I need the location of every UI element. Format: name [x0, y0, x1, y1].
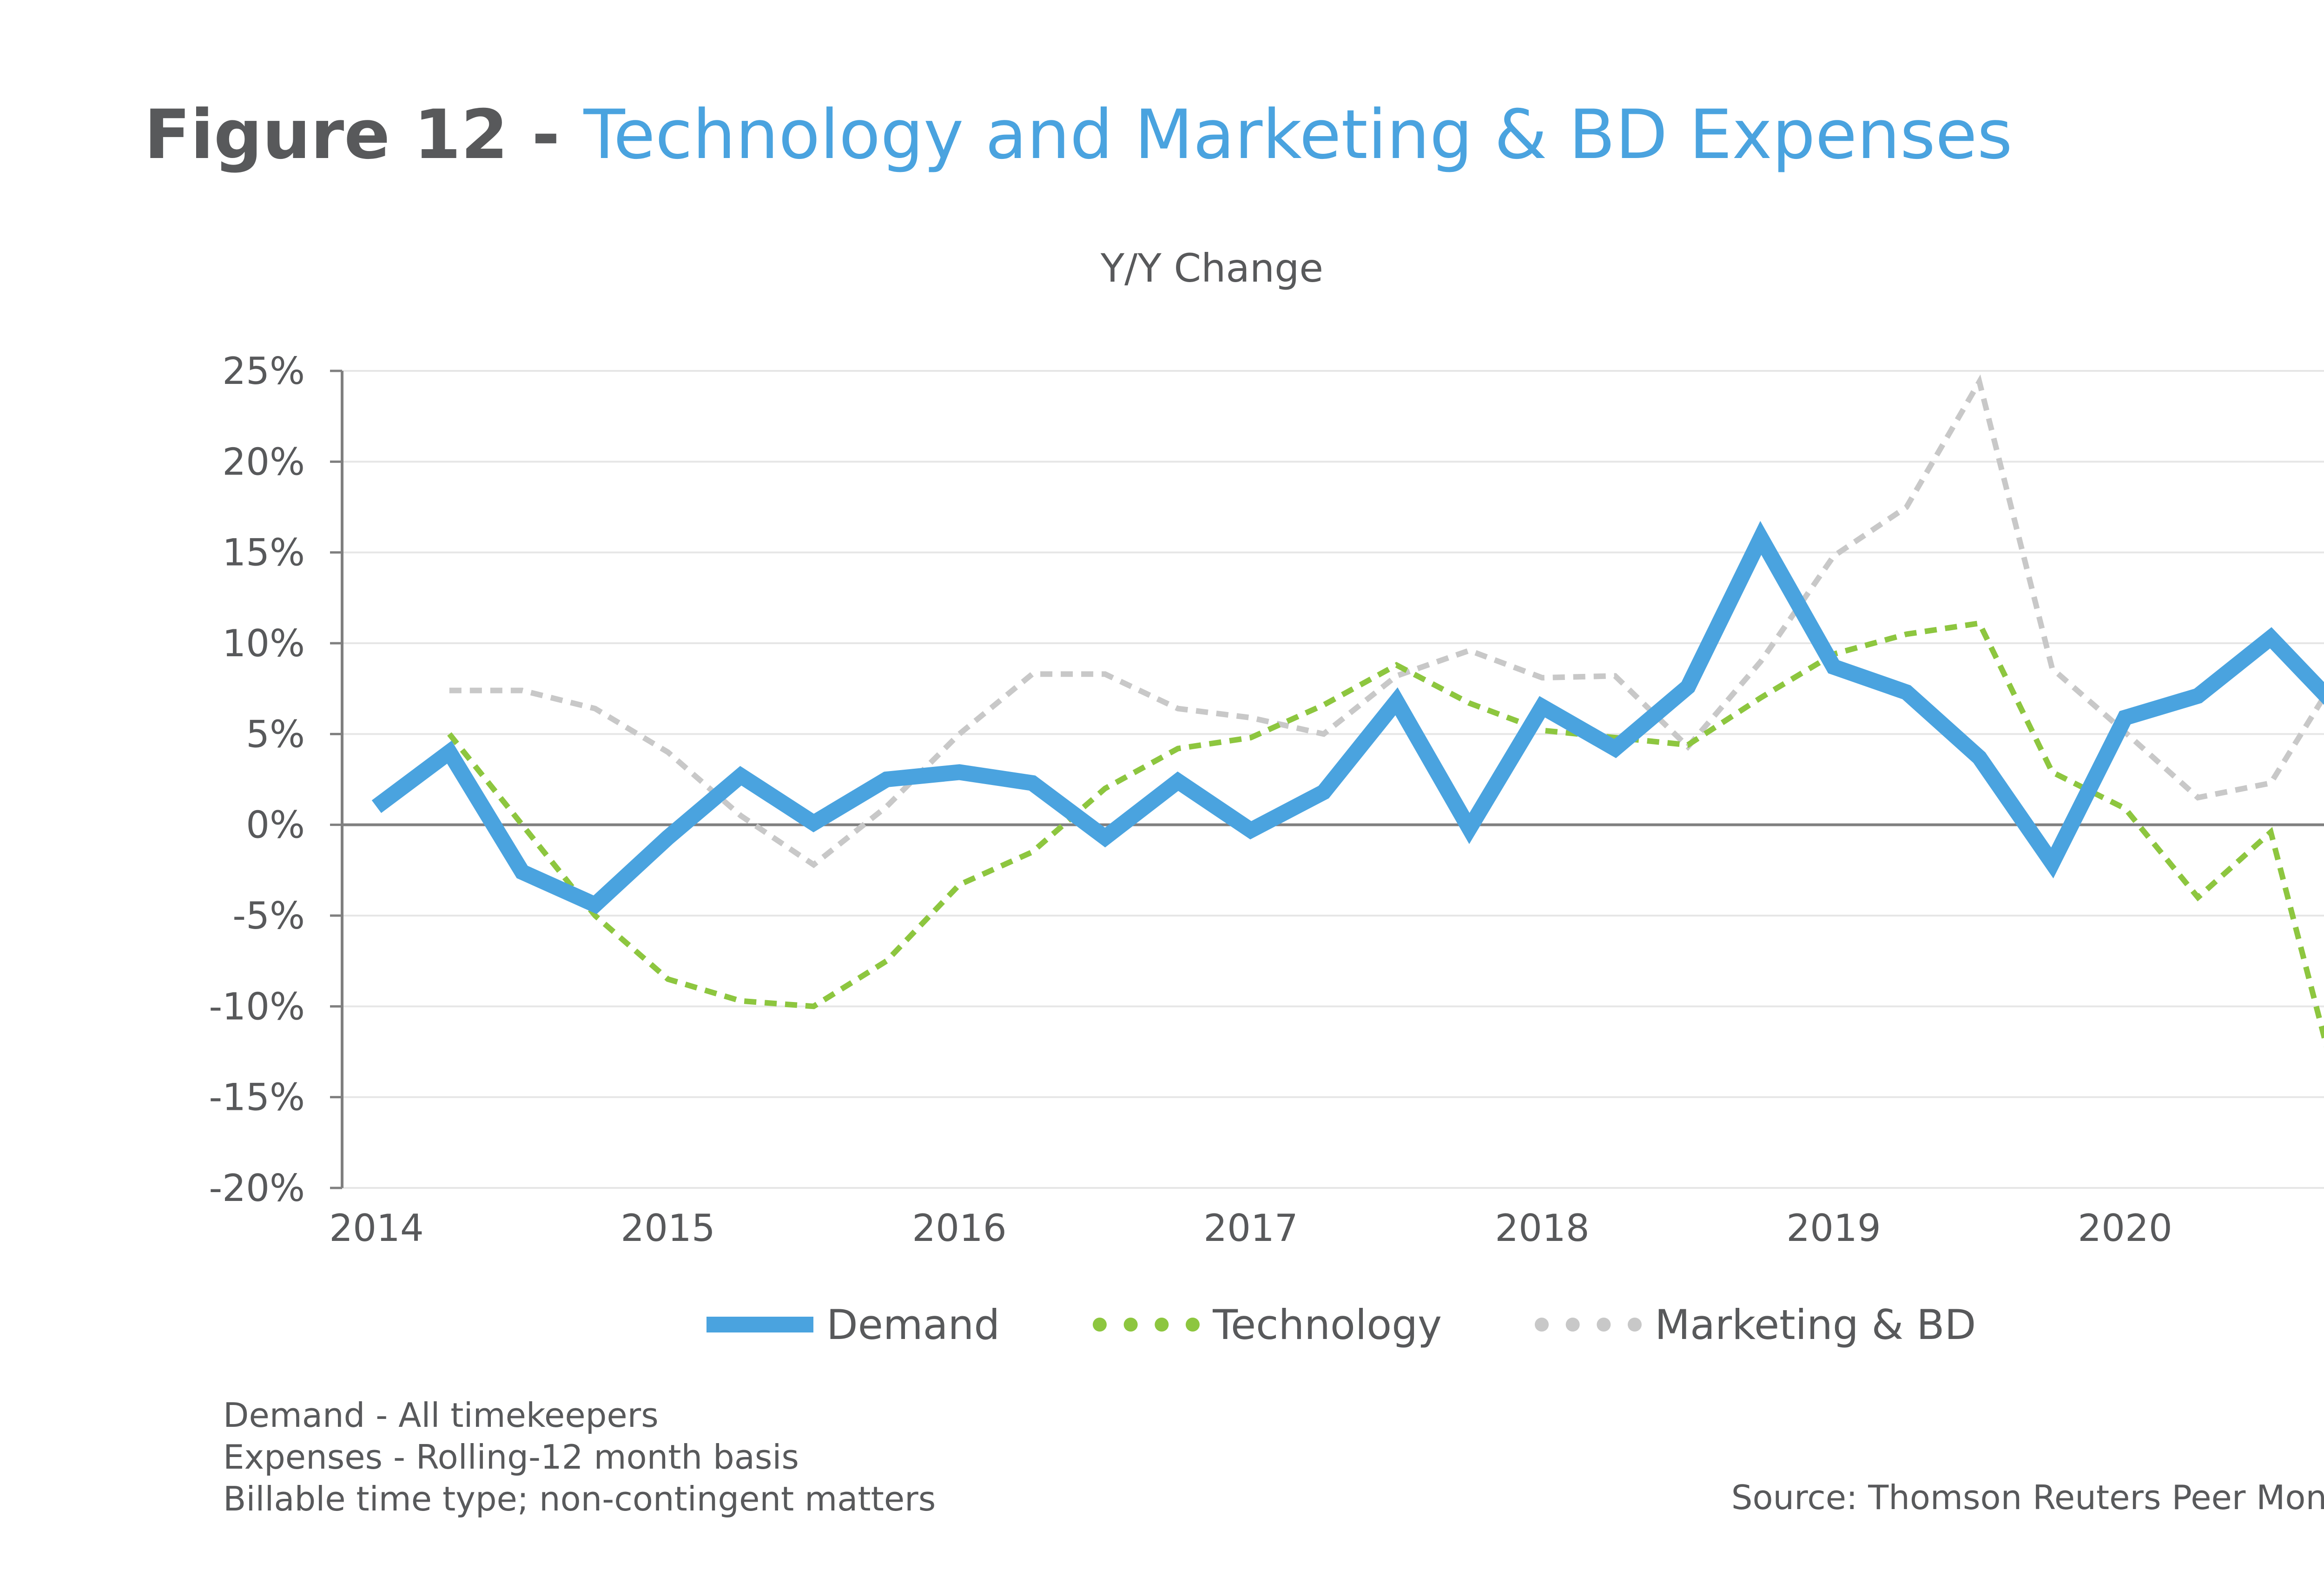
- y-tick-label: 25%: [222, 350, 305, 393]
- x-tick-label: 2020: [2078, 1207, 2172, 1250]
- legend-swatch-demand: [706, 1317, 813, 1332]
- chart-legend: Demand Technology Marketing & BD: [706, 1297, 2069, 1352]
- y-tick-label: 20%: [222, 440, 305, 483]
- figure-title: Figure 12 - Technology and Marketing & B…: [144, 95, 2013, 174]
- x-tick-label: 2014: [329, 1207, 424, 1250]
- y-tick-label: 5%: [246, 712, 305, 756]
- legend-label-demand: Demand: [826, 1300, 1000, 1349]
- note-billable: Billable time type; non-contingent matte…: [223, 1479, 936, 1518]
- note-demand: Demand - All timekeepers: [223, 1396, 659, 1435]
- legend-label-technology: Technology: [1213, 1300, 1442, 1349]
- y-tick-label: 10%: [222, 622, 305, 665]
- y-tick-label: -5%: [232, 894, 305, 937]
- x-tick-label: 2019: [1786, 1207, 1881, 1250]
- legend-item-technology: Technology: [1093, 1301, 1442, 1349]
- legend-item-demand: Demand: [706, 1301, 1000, 1349]
- series-line-marketing-bd: [449, 374, 2324, 869]
- x-tick-label: 2017: [1203, 1207, 1298, 1250]
- note-expenses: Expenses - Rolling-12 month basis: [223, 1438, 799, 1477]
- x-tick-label: 2016: [912, 1207, 1007, 1250]
- series-line-demand: [371, 521, 2324, 914]
- figure-number: Figure 12 -: [144, 95, 584, 174]
- chart-notes: Demand - All timekeepers Expenses - Roll…: [223, 1394, 936, 1520]
- x-tick-label: 2018: [1495, 1207, 1590, 1250]
- y-tick-label: -10%: [209, 985, 305, 1028]
- legend-label-marketing: Marketing & BD: [1655, 1300, 1976, 1349]
- legend-swatch-technology: [1093, 1318, 1200, 1332]
- chart-subtitle: Y/Y Change: [1100, 245, 1324, 291]
- series-line-technology: [447, 620, 2324, 1048]
- source-note: Source: Thomson Reuters Peer Monitor: [1731, 1478, 2324, 1517]
- y-tick-label: 0%: [246, 804, 305, 847]
- y-tick-label: 15%: [222, 531, 305, 574]
- legend-item-marketing: Marketing & BD: [1535, 1301, 1976, 1349]
- line-chart: 25% 20% 15% 10% 5% 0% -5% -10% -15% -20% 2014 2015 2…: [209, 350, 2324, 1250]
- y-tick-label: -15%: [209, 1076, 305, 1119]
- y-tick-label: -20%: [209, 1167, 305, 1210]
- x-tick-label: 2015: [621, 1207, 715, 1250]
- figure-title-text: Technology and Marketing & BD Expenses: [583, 95, 2013, 174]
- legend-swatch-marketing: [1535, 1318, 1642, 1332]
